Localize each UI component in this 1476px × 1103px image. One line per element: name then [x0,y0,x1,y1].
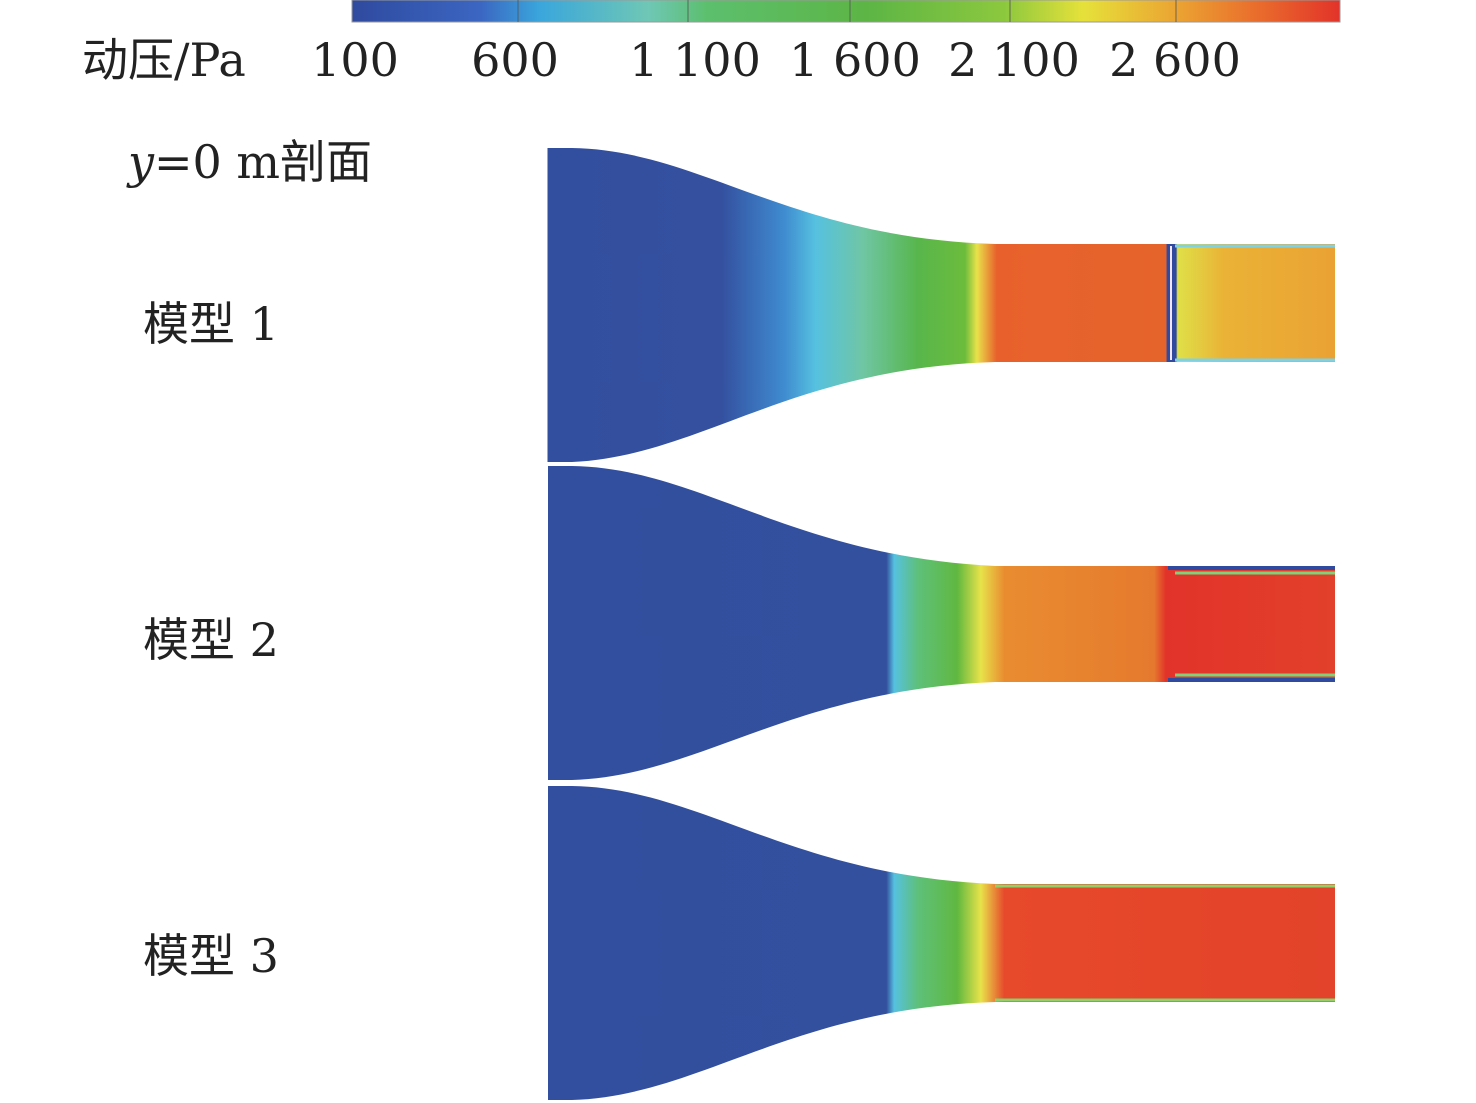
legend-tick: 1 600 [789,33,921,87]
legend-tick: 2 600 [1109,33,1241,87]
model-label: 模型 3 [143,929,279,983]
contour-model-2 [548,466,1335,780]
nozzle-shape [548,148,1335,462]
legend-tick: 100 [311,33,399,87]
contour-model-3 [548,786,1335,1100]
model-label: 模型 2 [143,613,279,667]
section-title-rest: =0 m剖面 [154,135,372,189]
legend-tick: 2 100 [948,33,1080,87]
colorbar-dividers [517,0,1177,22]
nozzle-shape [548,466,1335,780]
legend-label: 动压/Pa [82,33,246,87]
model-label: 模型 1 [143,297,279,351]
section-title: y=0 m剖面 [126,135,372,189]
nozzle-shape [548,786,1335,1100]
legend-tick: 1 100 [629,33,761,87]
contour-model-1 [547,148,1335,462]
legend-tick: 600 [471,33,559,87]
colorbar [351,0,1341,23]
section-title-var: y [126,135,155,189]
